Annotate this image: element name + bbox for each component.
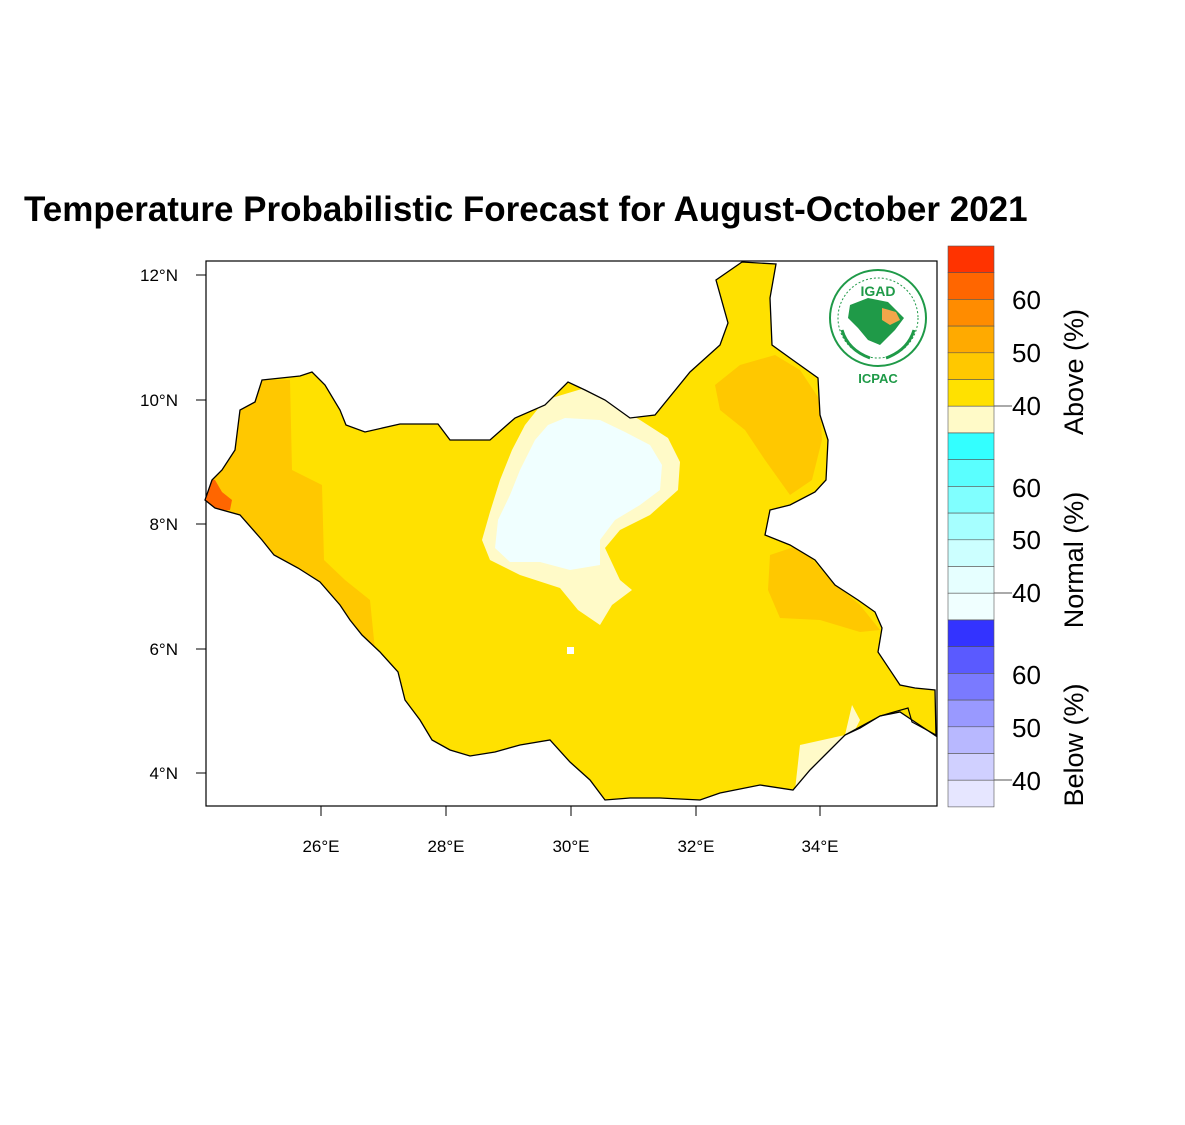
colorbar-swatch xyxy=(947,699,995,728)
colorbar-swatch xyxy=(947,726,995,754)
colorbar-swatch xyxy=(947,245,995,274)
colorbar-below-tick: 50 xyxy=(1012,713,1041,743)
colorbar-swatch xyxy=(947,646,995,674)
colorbar-swatch xyxy=(947,352,995,380)
lon-tick-label: 34°E xyxy=(801,837,838,856)
lat-tick-label: 12°N xyxy=(140,266,178,285)
lat-tick-label: 6°N xyxy=(149,640,178,659)
colorbar-normal-tick: 60 xyxy=(1012,473,1041,503)
colorbar-normal-tick: 40 xyxy=(1012,578,1041,608)
zone-blank-pixel xyxy=(567,647,574,654)
colorbar: 60 50 40 60 50 40 60 50 40 Above (%) Nor… xyxy=(947,245,1089,808)
colorbar-below xyxy=(947,619,995,808)
border-line-southeast xyxy=(844,707,937,736)
colorbar-above-tick: 40 xyxy=(1012,391,1041,421)
logo-igad-text: IGAD xyxy=(861,283,896,299)
colorbar-swatch xyxy=(947,486,995,514)
colorbar-swatch xyxy=(947,673,995,701)
laurel-left-icon xyxy=(840,329,871,360)
colorbar-swatch xyxy=(947,753,995,781)
lon-tick-label: 32°E xyxy=(677,837,714,856)
igad-region-icon xyxy=(882,308,900,325)
colorbar-swatch xyxy=(947,459,995,487)
colorbar-above-tick: 60 xyxy=(1012,285,1041,315)
lon-tick-label: 28°E xyxy=(427,837,464,856)
colorbar-above xyxy=(947,245,995,434)
lat-axis: 12°N 10°N 8°N 6°N 4°N xyxy=(140,266,206,783)
colorbar-swatch xyxy=(947,299,995,327)
colorbar-swatch xyxy=(947,405,995,434)
laurel-right-icon xyxy=(885,329,916,360)
colorbar-swatch xyxy=(947,512,995,541)
chart-title: Temperature Probabilistic Forecast for A… xyxy=(24,190,1028,229)
colorbar-normal xyxy=(947,432,995,621)
colorbar-swatch xyxy=(947,619,995,648)
colorbar-swatch xyxy=(947,272,995,300)
colorbar-swatch xyxy=(947,539,995,567)
colorbar-swatch xyxy=(947,592,995,621)
colorbar-above-label: Above (%) xyxy=(1059,309,1089,435)
colorbar-swatch xyxy=(947,779,995,808)
colorbar-swatch xyxy=(947,379,995,407)
lon-tick-label: 30°E xyxy=(552,837,589,856)
colorbar-below-label: Below (%) xyxy=(1059,683,1089,806)
igad-icpac-logo: IGAD ICPAC xyxy=(829,269,927,386)
colorbar-below-tick: 60 xyxy=(1012,660,1041,690)
lat-tick-label: 10°N xyxy=(140,391,178,410)
zone-above-45-east xyxy=(768,545,880,632)
colorbar-swatch xyxy=(947,566,995,594)
logo-icpac-text: ICPAC xyxy=(858,371,898,386)
colorbar-above-tick: 50 xyxy=(1012,338,1041,368)
colorbar-normal-tick: 50 xyxy=(1012,525,1041,555)
colorbar-normal-label: Normal (%) xyxy=(1059,492,1089,629)
zone-above-45-west xyxy=(205,380,375,650)
africa-map-icon xyxy=(848,298,904,345)
colorbar-swatch xyxy=(947,325,995,354)
lon-axis: 26°E 28°E 30°E 32°E 34°E xyxy=(302,806,839,856)
zone-normal-35-central xyxy=(495,418,662,570)
colorbar-below-tick: 40 xyxy=(1012,766,1041,796)
colorbar-swatch xyxy=(947,432,995,461)
lat-tick-label: 8°N xyxy=(149,515,178,534)
logo-seal-text-ring xyxy=(837,277,919,359)
lat-tick-label: 4°N xyxy=(149,764,178,783)
zone-above-45-northeast xyxy=(715,355,822,495)
lon-tick-label: 26°E xyxy=(302,837,339,856)
